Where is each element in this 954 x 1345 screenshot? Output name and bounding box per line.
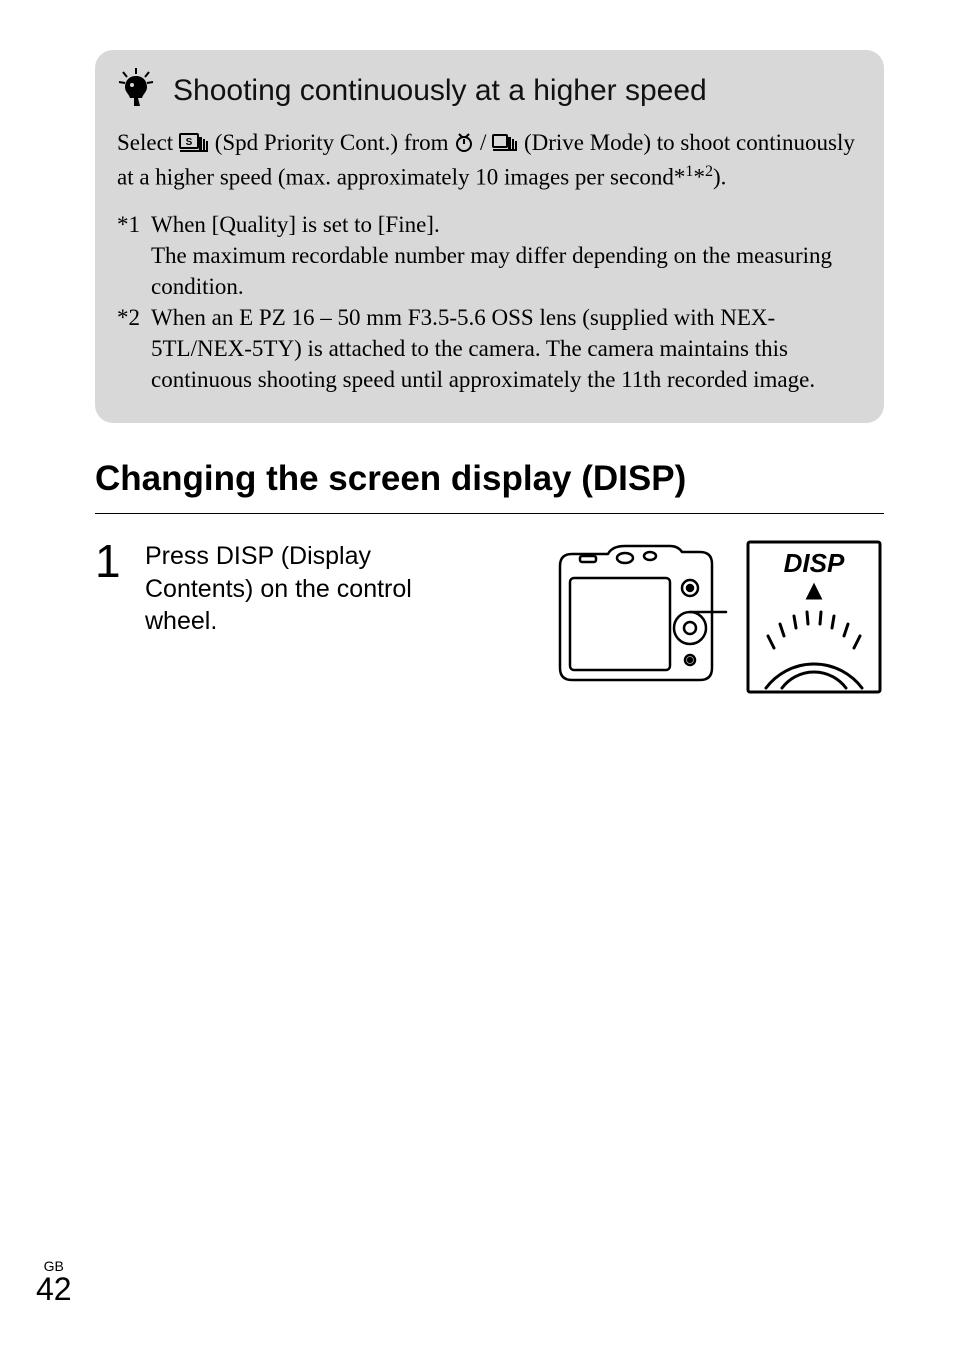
footnote-1: *1 When [Quality] is set to [Fine]. The … (117, 209, 862, 302)
step-number: 1 (95, 538, 135, 703)
svg-text:DISP: DISP (784, 548, 845, 578)
superscript: 2 (705, 163, 713, 180)
tip-body: Select S (Spd Priority Cont.) from (117, 127, 862, 395)
svg-text:S: S (186, 137, 193, 148)
self-timer-icon (454, 130, 474, 161)
text-fragment: ). (713, 165, 726, 190)
tip-title: Shooting continuously at a higher speed (173, 74, 707, 108)
step-figure: DISP (550, 538, 884, 703)
tip-header: Shooting continuously at a higher speed (117, 68, 862, 113)
text-fragment: (Spd Priority Cont.) from (215, 130, 455, 155)
slash: / (480, 130, 492, 155)
footnote-text: When an E PZ 16 – 50 mm F3.5-5.6 OSS len… (151, 302, 862, 395)
drive-mode-icon (492, 130, 518, 161)
tip-paragraph: Select S (Spd Priority Cont.) from (117, 127, 862, 193)
spd-priority-cont-icon: S (179, 130, 209, 161)
footer-page-number: 42 (36, 1273, 72, 1305)
text-fragment: * (693, 165, 705, 190)
page: Shooting continuously at a higher speed … (0, 0, 954, 1345)
footnote-2: *2 When an E PZ 16 – 50 mm F3.5-5.6 OSS … (117, 302, 862, 395)
tip-box: Shooting continuously at a higher speed … (95, 50, 884, 423)
text-fragment: Select (117, 130, 179, 155)
section-title: Changing the screen display (DISP) (95, 459, 884, 514)
footnote-num: *1 (117, 209, 151, 302)
page-footer: GB 42 (36, 1259, 72, 1305)
camera-back-icon (550, 538, 730, 703)
footnote-num: *2 (117, 302, 151, 395)
disp-wheel-icon: DISP (744, 538, 884, 703)
footnote-text: When [Quality] is set to [Fine]. The max… (151, 209, 862, 302)
footnotes: *1 When [Quality] is set to [Fine]. The … (117, 209, 862, 395)
hint-bulb-icon (117, 68, 155, 113)
step-text: Press DISP (Display Contents) on the con… (145, 538, 445, 703)
step-1: 1 Press DISP (Display Contents) on the c… (95, 538, 884, 703)
